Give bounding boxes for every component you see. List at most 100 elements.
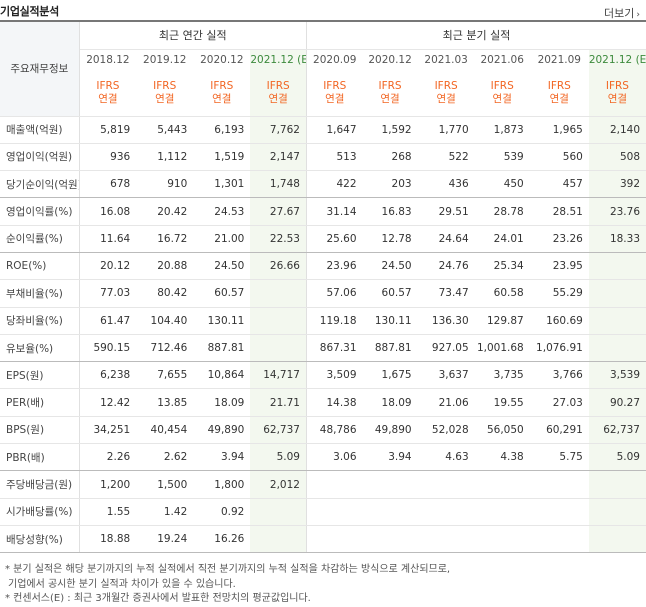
financial-table: 주요재무정보 최근 연간 실적 최근 분기 실적 2018.12 2019.12 2… [0,20,646,554]
table-cell: 867.31 [305,334,363,363]
table-cell: 13.85 [136,388,194,417]
ifrs-label: IFRS [210,79,234,92]
table-cell: 6,193 [193,116,251,144]
table-cell: 23.26 [529,225,589,253]
table-cell: 90.27 [588,388,646,417]
table-row: 주당배당금(원) 1,200 1,500 1,800 2,012 [0,470,646,499]
row-label: 배당성향(%) [0,525,80,554]
table-cell: 26.66 [250,252,307,281]
table-cell: 129.87 [474,307,530,335]
table-row: 부채비율(%) 77.03 80.42 60.57 57.06 60.57 73.47 60.… [0,279,646,308]
ifrs-badge: IFRS 연결 [305,70,363,117]
table-cell [362,498,418,526]
table-cell: 20.88 [136,252,194,281]
row-label: PER(배) [0,388,80,417]
row-label: 당좌비율(%) [0,307,80,335]
table-row: 영업이익률(%) 16.08 20.42 24.53 27.67 31.14 16.83 29… [0,197,646,226]
table-cell: 1,519 [193,143,251,172]
table-cell: 2,012 [250,470,307,499]
more-link-label[interactable]: 더보기 [604,7,635,20]
table-cell [250,307,307,335]
consolidated-label: 연결 [212,92,232,105]
ifrs-label: IFRS [434,79,458,92]
table-cell: 5.09 [588,443,646,472]
table-cell: 1,592 [362,116,418,144]
table-cell: 23.95 [529,252,589,281]
more-link[interactable]: 더보기 › [604,5,640,21]
table-cell: 5.75 [529,443,589,472]
period-header: 2018.12 [78,49,137,70]
table-cell: 28.78 [474,197,530,226]
ifrs-badge: IFRS 연결 [193,70,251,117]
table-cell: 18.09 [362,388,418,417]
table-cell [474,525,530,554]
table-cell: 62,737 [250,416,307,445]
table-cell: 14.38 [305,388,363,417]
table-cell [588,525,646,554]
table-cell: 203 [362,170,418,199]
table-row: 매출액(억원) 5,819 5,443 6,193 7,762 1,647 1,592 1,7… [0,116,646,144]
consolidated-label: 연결 [492,92,512,105]
row-label: PBR(배) [0,443,80,472]
table-cell: 1,112 [136,143,194,172]
table-cell [529,470,589,499]
table-cell: 23.76 [588,197,646,226]
table-cell: 21.00 [193,225,251,253]
table-cell: 522 [417,143,475,172]
table-cell: 24.01 [474,225,530,253]
table-cell [305,498,363,526]
ifrs-badge: IFRS 연결 [136,70,194,117]
table-cell: 18.88 [78,525,137,554]
table-cell: 12.42 [78,388,137,417]
table-cell: 57.06 [305,279,363,308]
table-cell: 936 [78,143,137,172]
table-cell: 712.46 [136,334,194,363]
consolidated-label: 연결 [268,92,288,105]
row-label: EPS(원) [0,361,80,390]
table-cell [588,252,646,281]
table-cell [362,525,418,554]
table-cell: 1,301 [193,170,251,199]
consolidated-label: 연결 [607,92,628,105]
period-row: 2018.12 2019.12 2020.12 2021.12 (E) 2020.09 2… [0,49,646,70]
table-cell: 48,786 [305,416,363,445]
table-cell: 60,291 [529,416,589,445]
quarterly-group-header: 최근 분기 실적 [305,20,646,50]
table-cell: 560 [529,143,589,172]
period-header: 2021.12 (E) [588,49,646,70]
table-cell: 1,965 [529,116,589,144]
table-cell: 16.26 [193,525,251,554]
table-cell: 136.30 [417,307,475,335]
table-cell: 16.72 [136,225,194,253]
table-cell: 21.06 [417,388,475,417]
table-cell [305,470,363,499]
table-row: 유보율(%) 590.15 712.46 887.81 867.31 887.81 927.… [0,334,646,363]
table-cell: 6,238 [78,361,137,390]
table-cell [250,279,307,308]
section-title: 기업실적분석 [0,5,59,18]
table-cell: 678 [78,170,137,199]
table-cell [529,498,589,526]
table-cell: 21.71 [250,388,307,417]
table-cell: 20.12 [78,252,137,281]
table-cell: 12.78 [362,225,418,253]
footnote: * 컨센서스(E) : 최근 3개월간 증권사에서 발표한 전망치의 평균값입니… [5,593,311,604]
table-cell: 28.51 [529,197,589,226]
footnote: 기업에서 공시한 분기 실적과 차이가 있을 수 있습니다. [8,578,236,590]
table-cell: 887.81 [362,334,418,363]
table-cell: 24.50 [362,252,418,281]
ifrs-label: IFRS [153,79,177,92]
table-row: 순이익률(%) 11.64 16.72 21.00 22.53 25.60 12.78 24.… [0,225,646,253]
table-cell [588,498,646,526]
period-header: 2020.09 [305,49,363,70]
period-header: 2021.06 [480,53,524,66]
table-cell: 52,028 [417,416,475,445]
table-cell: 513 [305,143,363,172]
table-cell: 23.96 [305,252,363,281]
table-cell: 3.94 [362,443,418,472]
table-cell: 268 [362,143,418,172]
table-cell: 62,737 [588,416,646,445]
ifrs-badge: IFRS 연결 [588,70,646,117]
table-cell [529,525,589,554]
table-cell: 436 [417,170,475,199]
